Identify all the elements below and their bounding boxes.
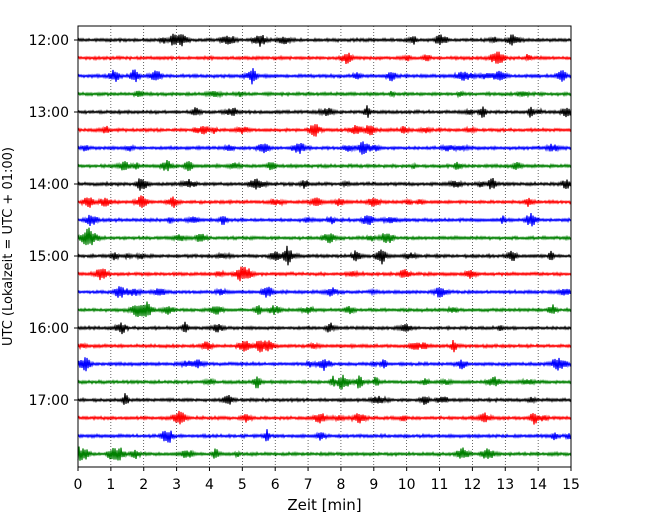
x-tick-label-1: 1 — [106, 477, 115, 493]
y-axis-label: UTC (Lokalzeit = UTC + 01:00) — [1, 147, 16, 346]
trace-group — [77, 33, 572, 461]
y-tick-label-15:00: 15:00 — [29, 249, 69, 265]
x-tick-label-13: 13 — [496, 477, 514, 493]
trace-15:00 — [77, 245, 572, 266]
trace-13:15 — [77, 124, 572, 137]
x-tick-label-6: 6 — [271, 477, 280, 493]
trace-14:45 — [77, 227, 572, 246]
trace-12:15 — [77, 51, 572, 65]
trace-15:30 — [77, 286, 572, 298]
trace-15:45 — [77, 301, 572, 317]
y-tick-label-16:00: 16:00 — [29, 321, 69, 337]
trace-12:45 — [77, 89, 572, 99]
x-tick-label-15: 15 — [562, 477, 580, 493]
x-axis-label: Zeit [min] — [287, 496, 361, 514]
trace-14:00 — [77, 178, 572, 191]
x-tick-label-12: 12 — [463, 477, 481, 493]
trace-14:15 — [77, 195, 572, 208]
trace-13:30 — [77, 141, 572, 155]
x-tick-label-3: 3 — [172, 477, 181, 493]
trace-15:15 — [77, 266, 572, 282]
x-tick-label-8: 8 — [336, 477, 345, 493]
trace-17:45 — [77, 446, 572, 461]
trace-12:00 — [77, 33, 572, 47]
x-tick-label-0: 0 — [74, 477, 83, 493]
x-tick-label-5: 5 — [238, 477, 247, 493]
y-tick-label-14:00: 14:00 — [29, 177, 69, 193]
trace-17:30 — [77, 429, 572, 443]
y-tick-label-13:00: 13:00 — [29, 105, 69, 121]
x-tick-label-7: 7 — [304, 477, 313, 493]
x-tick-label-9: 9 — [369, 477, 378, 493]
x-axis-ticks: 0 1 2 3 4 5 6 7 8 9 10 11 12 13 14 15 — [74, 467, 580, 493]
x-tick-label-4: 4 — [205, 477, 214, 493]
trace-16:15 — [77, 340, 572, 353]
x-tick-label-11: 11 — [431, 477, 449, 493]
trace-12:30 — [77, 68, 572, 85]
plot-frame — [77, 25, 572, 468]
trace-16:00 — [77, 321, 572, 335]
trace-16:30 — [77, 357, 572, 372]
trace-13:00 — [77, 105, 572, 118]
trace-17:00 — [77, 393, 572, 405]
trace-17:15 — [77, 410, 572, 425]
trace-13:45 — [77, 159, 572, 172]
x-tick-label-2: 2 — [139, 477, 148, 493]
trace-14:30 — [77, 212, 572, 227]
y-tick-label-17:00: 17:00 — [29, 393, 69, 409]
trace-16:45 — [77, 374, 572, 390]
y-axis-ticks: 12:00 13:00 14:00 15:00 16:00 17:00 — [29, 33, 78, 409]
x-tick-label-14: 14 — [529, 477, 547, 493]
x-tick-label-10: 10 — [398, 477, 416, 493]
y-tick-label-12:00: 12:00 — [29, 33, 69, 49]
